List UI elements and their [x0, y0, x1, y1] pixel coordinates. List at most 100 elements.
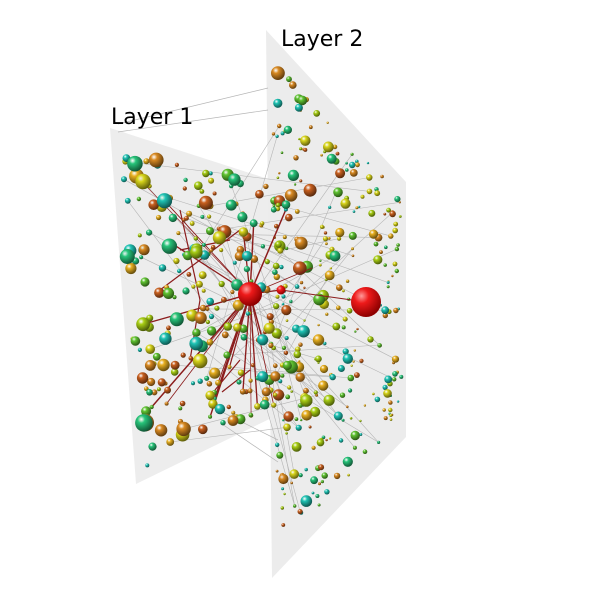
network-node: [310, 476, 318, 485]
network-node: [289, 81, 297, 89]
network-node: [248, 378, 253, 383]
network-node: [188, 356, 194, 361]
network-node: [164, 401, 169, 406]
network-node: [287, 169, 299, 181]
network-node: [200, 214, 205, 219]
network-node: [328, 437, 332, 440]
network-node: [290, 481, 294, 485]
network-node: [323, 231, 328, 235]
network-node: [270, 206, 277, 213]
network-node: [143, 158, 150, 165]
network-node: [341, 325, 346, 330]
network-node: [327, 236, 331, 240]
network-node: [189, 221, 195, 226]
network-node: [157, 378, 166, 387]
network-node: [271, 132, 276, 136]
network-node: [277, 123, 282, 129]
network-node: [199, 189, 205, 194]
network-node: [271, 66, 285, 80]
network-node: [254, 403, 261, 410]
network-node: [191, 284, 196, 289]
hub-nodes: [238, 282, 381, 317]
network-node: [208, 414, 213, 419]
network-node: [243, 266, 250, 273]
network-node: [204, 375, 210, 381]
network-node: [293, 350, 302, 359]
intralayer-edge: [166, 293, 251, 404]
network-node: [380, 174, 384, 179]
network-node: [325, 242, 328, 246]
network-node: [356, 327, 359, 331]
hub-node: [238, 282, 262, 306]
interlayer-link: [226, 344, 380, 356]
network-node: [186, 272, 192, 277]
network-node: [275, 202, 281, 208]
network-node: [317, 323, 320, 327]
network-node: [146, 389, 153, 396]
network-node: [275, 241, 282, 248]
network-node: [228, 173, 241, 186]
network-node: [394, 246, 400, 252]
network-node: [366, 188, 373, 195]
network-node: [372, 392, 375, 396]
network-node: [263, 183, 269, 190]
network-node: [315, 494, 320, 498]
network-node: [351, 254, 355, 258]
network-node: [294, 103, 303, 112]
network-node: [226, 404, 231, 410]
network-node: [231, 410, 236, 415]
network-node: [392, 261, 398, 267]
network-node: [368, 209, 376, 217]
network-node: [221, 296, 227, 303]
network-node: [382, 312, 388, 319]
network-node: [325, 438, 328, 442]
network-node: [386, 285, 390, 289]
network-node: [389, 418, 393, 421]
network-node: [329, 267, 333, 270]
network-node: [274, 223, 279, 229]
network-node: [322, 236, 329, 242]
network-node: [359, 433, 363, 436]
network-node: [326, 121, 329, 125]
network-node: [191, 381, 195, 386]
network-node: [399, 374, 404, 379]
network-node: [394, 196, 401, 203]
network-node: [278, 473, 289, 485]
network-node: [273, 363, 278, 369]
network-node: [335, 227, 345, 238]
network-node: [388, 407, 393, 413]
network-node: [342, 353, 353, 364]
network-node: [382, 408, 386, 412]
network-node: [158, 264, 167, 272]
network-node: [283, 125, 292, 134]
network-node: [272, 262, 280, 270]
network-node: [281, 345, 287, 350]
network-node: [212, 191, 217, 196]
network-node: [355, 159, 359, 164]
network-node: [135, 414, 153, 432]
network-node: [227, 415, 239, 426]
network-node: [156, 193, 173, 209]
network-node: [281, 305, 292, 316]
network-node: [189, 336, 203, 351]
network-node: [168, 213, 178, 223]
network-node: [145, 344, 155, 355]
network-node: [388, 400, 393, 405]
network-node: [293, 155, 299, 161]
network-node: [297, 325, 310, 338]
network-node: [298, 342, 303, 347]
interlayer-link: [274, 271, 346, 320]
network-node: [179, 400, 186, 407]
network-node: [383, 212, 387, 216]
network-node: [333, 187, 343, 198]
network-node: [289, 299, 293, 304]
network-node: [352, 210, 356, 213]
network-node: [324, 270, 335, 281]
network-node: [278, 172, 281, 175]
network-node: [206, 381, 213, 387]
network-node: [145, 463, 150, 468]
network-node: [276, 176, 280, 180]
network-node: [144, 360, 156, 371]
network-node: [323, 394, 335, 406]
network-node: [238, 227, 249, 237]
